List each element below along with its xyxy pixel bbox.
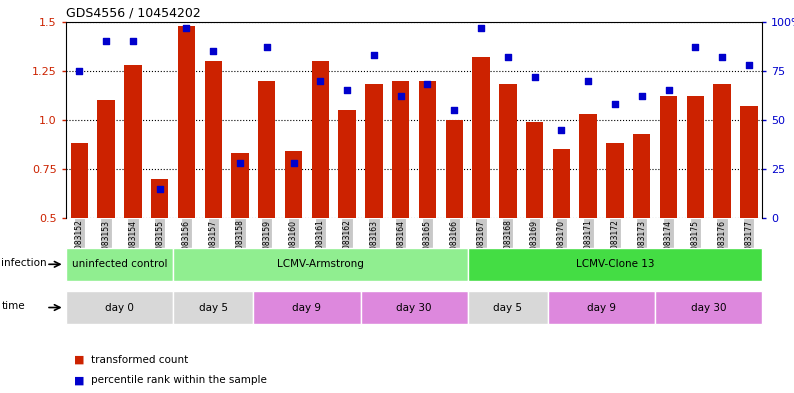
Point: [73, 68, 86, 74]
Text: infection: infection: [2, 258, 47, 268]
Point: [153, 185, 166, 192]
Text: day 30: day 30: [691, 303, 727, 312]
Bar: [472, 57, 490, 218]
Bar: [713, 84, 730, 218]
Point: [287, 160, 300, 166]
Text: percentile rank within the sample: percentile rank within the sample: [91, 375, 268, 386]
Text: LCMV-Clone 13: LCMV-Clone 13: [576, 259, 654, 269]
Bar: [311, 61, 329, 218]
Bar: [258, 81, 276, 218]
Point: [395, 93, 407, 99]
Bar: [98, 100, 115, 218]
Point: [715, 54, 728, 60]
Text: day 0: day 0: [105, 303, 134, 312]
Point: [528, 73, 541, 80]
Bar: [553, 149, 570, 218]
Bar: [392, 81, 410, 218]
Bar: [360, 291, 468, 324]
Point: [502, 54, 515, 60]
Bar: [253, 291, 360, 324]
Text: day 5: day 5: [198, 303, 228, 312]
Bar: [151, 179, 168, 218]
Bar: [285, 151, 303, 218]
Text: ■: ■: [74, 354, 84, 365]
Point: [742, 62, 755, 68]
Bar: [660, 96, 677, 218]
Bar: [580, 114, 597, 218]
Bar: [526, 122, 543, 218]
Bar: [205, 61, 222, 218]
Bar: [66, 291, 173, 324]
Text: day 9: day 9: [587, 303, 616, 312]
Point: [233, 160, 246, 166]
Bar: [607, 143, 623, 218]
Text: time: time: [2, 301, 25, 311]
Bar: [365, 84, 383, 218]
Bar: [178, 26, 195, 218]
Point: [368, 52, 380, 58]
Text: day 5: day 5: [493, 303, 522, 312]
Bar: [338, 110, 356, 218]
Bar: [66, 248, 173, 281]
Point: [608, 101, 621, 107]
Text: uninfected control: uninfected control: [71, 259, 168, 269]
Bar: [418, 81, 436, 218]
Point: [475, 24, 488, 31]
Bar: [124, 65, 141, 218]
Bar: [548, 291, 655, 324]
Point: [662, 87, 675, 94]
Bar: [231, 153, 249, 218]
Point: [126, 38, 139, 44]
Point: [635, 93, 648, 99]
Point: [421, 81, 434, 88]
Bar: [71, 143, 88, 218]
Point: [100, 38, 113, 44]
Bar: [445, 120, 463, 218]
Point: [180, 24, 193, 31]
Point: [341, 87, 353, 94]
Point: [314, 77, 326, 84]
Text: ■: ■: [74, 375, 84, 386]
Bar: [173, 291, 253, 324]
Point: [689, 44, 702, 50]
Bar: [499, 84, 517, 218]
Bar: [740, 106, 757, 218]
Point: [555, 127, 568, 133]
Point: [207, 48, 220, 54]
Text: day 30: day 30: [396, 303, 432, 312]
Bar: [687, 96, 704, 218]
Point: [582, 77, 595, 84]
Point: [260, 44, 273, 50]
Bar: [633, 134, 650, 218]
Text: day 9: day 9: [292, 303, 322, 312]
Text: GDS4556 / 10454202: GDS4556 / 10454202: [66, 6, 201, 19]
Point: [448, 107, 461, 113]
Text: transformed count: transformed count: [91, 354, 188, 365]
Bar: [173, 248, 468, 281]
Bar: [468, 291, 548, 324]
Bar: [655, 291, 762, 324]
Text: LCMV-Armstrong: LCMV-Armstrong: [277, 259, 364, 269]
Bar: [468, 248, 762, 281]
